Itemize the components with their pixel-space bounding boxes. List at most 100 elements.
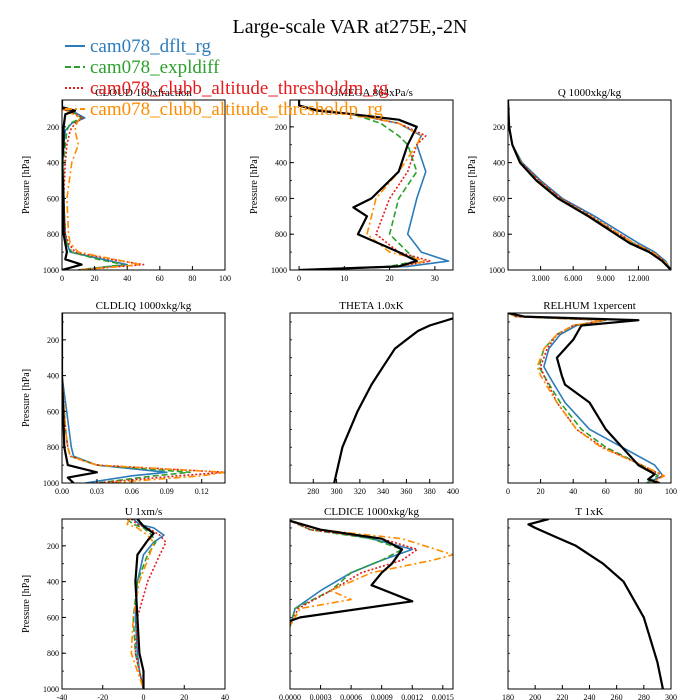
figure-title: Large-scale VAR at275E,-2N xyxy=(233,16,468,38)
x-tick-label: 3.000 xyxy=(532,274,550,283)
x-tick-label: 80 xyxy=(188,274,196,283)
x-tick-label: 280 xyxy=(638,693,650,700)
series-line-obs xyxy=(527,519,664,689)
series-line-cam078_clubb_altitude_thresholdm_rg xyxy=(130,519,167,689)
series-group xyxy=(290,519,453,627)
y-tick-label: 600 xyxy=(493,194,505,203)
series-line-cam078_expldiff xyxy=(62,313,191,483)
y-tick-label: 200 xyxy=(47,336,59,345)
y-tick-label: 800 xyxy=(47,649,59,658)
panel-1: OMEGA 864xPa/s 200 400 600 800 1000 0 10 20 30 Pre… xyxy=(249,87,454,283)
legend-label: cam078_dflt_rg xyxy=(90,36,212,57)
series-line-cam078_dflt_rg xyxy=(62,100,128,270)
x-tick-label: 60 xyxy=(156,274,164,283)
y-tick-label: 1000 xyxy=(43,685,59,694)
x-tick-label: 10 xyxy=(340,274,348,283)
plot-frame xyxy=(289,99,454,271)
y-tick-label: 400 xyxy=(493,159,505,168)
y-tick-label: 400 xyxy=(47,578,59,587)
x-tick-label: 340 xyxy=(377,487,389,496)
series-group xyxy=(508,313,666,483)
y-tick-label: 400 xyxy=(275,159,287,168)
y-tick-label: 200 xyxy=(493,123,505,132)
x-tick-label: 0.0006 xyxy=(340,693,362,700)
x-tick-label: 30 xyxy=(431,274,439,283)
series-line-cam078_clubb_altitude_thresholdm_rg xyxy=(508,100,671,270)
series-line-cam078_dflt_rg xyxy=(508,100,671,270)
panel-title: RELHUM 1xpercent xyxy=(543,300,636,312)
panel-8: T 1xK 180 200 220 240 260 280 300 xyxy=(502,506,677,700)
series-line-obs xyxy=(62,100,83,270)
y-tick-label: 600 xyxy=(275,194,287,203)
panel-title: Q 1000xkg/kg xyxy=(558,87,622,99)
series-line-cam078_clubb_altitude_thresholdm_rg xyxy=(62,313,225,483)
x-tick-label: 0.0015 xyxy=(432,693,454,700)
x-tick-label: 0 xyxy=(297,274,301,283)
panel-title: CLDLIQ 1000xkg/kg xyxy=(96,300,192,312)
series-line-obs xyxy=(508,100,671,270)
series-line-cam078_expldiff xyxy=(527,519,664,689)
series-line-cam078_clubb_altitude_thresholdm_rg xyxy=(290,520,419,627)
panel-6: U 1xm/s 200 400 600 800 1000-40 -20 0 20 40 Pressu… xyxy=(21,506,229,700)
x-tick-label: -40 xyxy=(57,693,68,700)
y-tick-label: 800 xyxy=(493,230,505,239)
series-group xyxy=(62,100,145,270)
x-tick-label: 0 xyxy=(142,693,146,700)
x-tick-label: 300 xyxy=(665,693,677,700)
plot-frame xyxy=(289,312,454,484)
series-line-cam078_clubb_altitude_thresholdm_rg xyxy=(62,100,145,270)
x-tick-label: 0 xyxy=(506,487,510,496)
x-tick-label: 200 xyxy=(529,693,541,700)
y-tick-label: 800 xyxy=(275,230,287,239)
x-tick-label: 0.0009 xyxy=(371,693,393,700)
x-tick-label: 20 xyxy=(537,487,545,496)
series-line-obs xyxy=(134,519,155,689)
plot-frame xyxy=(61,312,226,484)
x-tick-label: 0.06 xyxy=(125,487,139,496)
panel-title: OMEGA 864xPa/s xyxy=(330,87,413,99)
series-line-cam078_expldiff xyxy=(333,317,453,483)
x-tick-label: 300 xyxy=(331,487,343,496)
series-line-cam078_clubb_altitude_thresholdm_rg xyxy=(527,519,664,689)
series-line-cam078_dflt_rg xyxy=(508,313,664,483)
series-line-cam078_clubb_altitude_thresholdp_rg xyxy=(298,100,427,270)
series-line-cam078_clubb_altitude_thresholdm_rg xyxy=(508,313,664,483)
x-tick-label: 40 xyxy=(123,274,131,283)
x-tick-label: 0.0003 xyxy=(310,693,332,700)
x-tick-label: 40 xyxy=(221,693,229,700)
legend-label: cam078_expldiff xyxy=(90,57,220,78)
x-tick-label: 0.12 xyxy=(195,487,209,496)
series-line-cam078_expldiff xyxy=(62,100,125,270)
x-tick-label: 0.0000 xyxy=(279,693,301,700)
x-tick-label: 260 xyxy=(611,693,623,700)
series-line-obs xyxy=(508,313,660,483)
x-tick-label: 0.09 xyxy=(160,487,174,496)
y-tick-label: 600 xyxy=(47,613,59,622)
plot-frame xyxy=(507,99,672,271)
series-line-cam078_dflt_rg xyxy=(333,317,453,483)
plot-frame xyxy=(507,518,672,690)
series-group xyxy=(298,100,450,270)
y-tick-label: 1000 xyxy=(43,479,59,488)
legend: cam078_dflt_rgcam078_expldiffcam078_club… xyxy=(65,36,389,120)
panel-title: CLDICE 1000xkg/kg xyxy=(324,506,420,518)
series-line-cam078_expldiff xyxy=(508,100,671,270)
x-tick-label: 9.000 xyxy=(597,274,615,283)
series-group xyxy=(126,519,167,689)
x-tick-label: 0.0012 xyxy=(401,693,423,700)
series-line-cam078_clubb_altitude_thresholdp_rg xyxy=(527,519,664,689)
y-tick-label: 400 xyxy=(47,159,59,168)
plot-frame xyxy=(61,99,226,271)
y-tick-label: 1000 xyxy=(271,266,287,275)
series-line-cam078_clubb_altitude_thresholdm_rg xyxy=(333,317,453,483)
x-tick-label: 40 xyxy=(569,487,577,496)
y-axis-label: Pressure [hPa] xyxy=(249,156,260,214)
series-line-cam078_dflt_rg xyxy=(62,313,168,483)
panel-7: CLDICE 1000xkg/kg 0.0000 0.0003 0.0006 0.000… xyxy=(279,506,454,700)
x-tick-label: 20 xyxy=(180,693,188,700)
y-tick-label: 800 xyxy=(47,443,59,452)
series-line-obs xyxy=(62,313,99,483)
